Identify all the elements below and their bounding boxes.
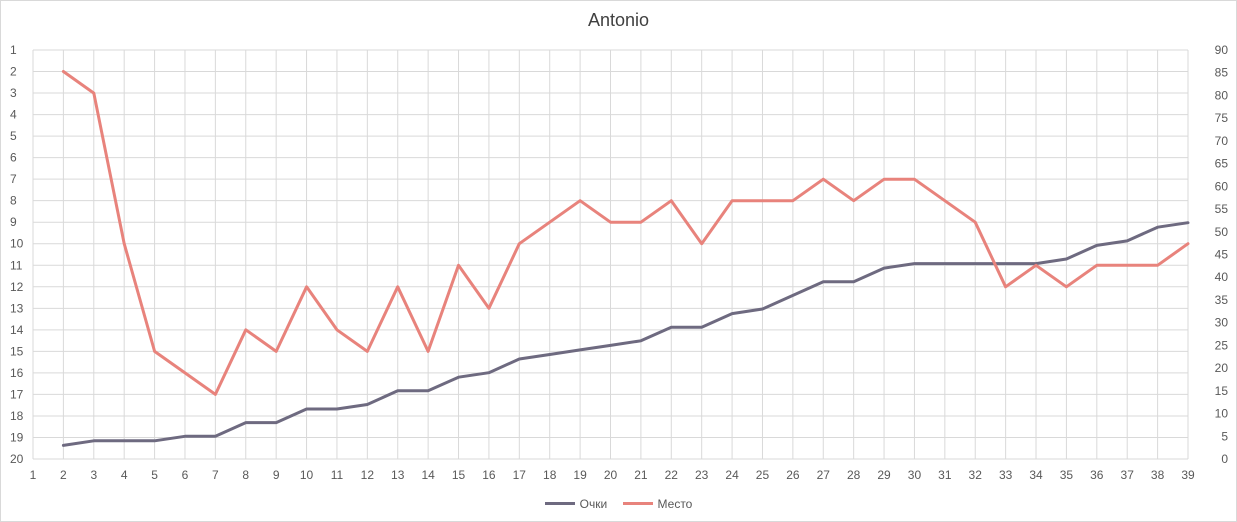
x-tick-label: 27	[817, 468, 831, 482]
x-tick-label: 13	[391, 468, 405, 482]
legend-item-place[interactable]: Место	[622, 496, 693, 511]
y-right-tick-label: 75	[1215, 111, 1229, 125]
y-right-tick-label: 70	[1215, 134, 1229, 148]
x-tick-label: 16	[482, 468, 496, 482]
series-line-place	[61, 70, 1190, 396]
x-tick-label: 32	[969, 468, 983, 482]
x-tick-label: 14	[421, 468, 435, 482]
x-tick-label: 20	[604, 468, 618, 482]
x-tick-label: 24	[725, 468, 739, 482]
y-right-tick-label: 15	[1215, 384, 1229, 398]
y-left-tick-label: 8	[10, 194, 17, 208]
x-tick-label: 26	[786, 468, 800, 482]
x-tick-label: 22	[665, 468, 679, 482]
x-tick-label: 28	[847, 468, 861, 482]
x-tick-label: 12	[361, 468, 375, 482]
legend-swatch-points	[544, 502, 575, 505]
y-right-tick-label: 20	[1215, 361, 1229, 375]
x-tick-label: 10	[300, 468, 314, 482]
y-left-tick-label: 7	[10, 172, 17, 186]
y-left-tick-label: 19	[10, 430, 24, 444]
y-left-tick-label: 14	[10, 323, 24, 337]
y-left-tick-label: 2	[10, 65, 17, 79]
y-right-tick-label: 90	[1215, 43, 1229, 57]
y-right-tick-label: 40	[1215, 270, 1229, 284]
x-tick-label: 8	[242, 468, 249, 482]
y-left-tick-label: 17	[10, 387, 24, 401]
x-tick-label: 19	[573, 468, 587, 482]
x-tick-label: 37	[1121, 468, 1135, 482]
y-right-tick-label: 45	[1215, 248, 1229, 262]
y-right-tick-label: 65	[1215, 157, 1229, 171]
y-left-tick-label: 5	[10, 129, 17, 143]
y-left-tick-label: 11	[10, 258, 23, 272]
series-line-points	[61, 221, 1190, 447]
y-left-tick-label: 9	[10, 215, 17, 229]
x-tick-label: 38	[1151, 468, 1165, 482]
legend-item-points[interactable]: Очки	[544, 496, 608, 511]
x-tick-label: 29	[877, 468, 891, 482]
y-right-tick-label: 55	[1215, 202, 1229, 216]
y-right-tick-label: 10	[1215, 407, 1229, 421]
x-tick-label: 17	[513, 468, 527, 482]
x-tick-label: 33	[999, 468, 1013, 482]
legend-swatch-place	[622, 502, 653, 505]
y-left-tick-label: 1	[10, 43, 17, 57]
x-tick-label: 25	[756, 468, 770, 482]
x-tick-label: 1	[30, 468, 37, 482]
x-tick-label: 2	[60, 468, 67, 482]
y-left-tick-label: 13	[10, 301, 24, 315]
chart-legend: Очки Место	[0, 494, 1237, 511]
legend-label-points: Очки	[579, 496, 608, 511]
legend-label-place: Место	[657, 496, 693, 511]
x-tick-label: 4	[121, 468, 128, 482]
x-tick-label: 31	[938, 468, 952, 482]
x-tick-label: 15	[452, 468, 466, 482]
x-tick-label: 36	[1090, 468, 1104, 482]
y-left-tick-label: 16	[10, 366, 24, 380]
y-left-tick-label: 3	[10, 86, 17, 100]
y-left-tick-label: 20	[10, 452, 24, 466]
x-tick-label: 34	[1029, 468, 1043, 482]
x-tick-label: 5	[151, 468, 158, 482]
y-left-tick-label: 18	[10, 409, 24, 423]
x-tick-label: 21	[634, 468, 648, 482]
y-left-tick-label: 10	[10, 237, 24, 251]
x-tick-label: 30	[908, 468, 922, 482]
chart-title: Antonio	[587, 10, 650, 30]
y-left-tick-label: 4	[10, 108, 17, 122]
y-right-tick-label: 25	[1215, 338, 1229, 352]
x-tick-label: 9	[273, 468, 280, 482]
x-tick-label: 11	[331, 468, 344, 482]
y-right-tick-label: 0	[1221, 452, 1228, 466]
y-right-tick-label: 35	[1215, 293, 1229, 307]
y-right-tick-label: 5	[1221, 429, 1228, 443]
y-right-tick-label: 85	[1215, 66, 1229, 80]
y-right-tick-label: 60	[1215, 179, 1229, 193]
y-right-tick-label: 50	[1215, 225, 1229, 239]
y-right-tick-label: 80	[1215, 88, 1229, 102]
x-tick-label: 18	[543, 468, 557, 482]
y-left-tick-label: 15	[10, 344, 24, 358]
y-left-tick-label: 6	[10, 151, 17, 165]
y-left-tick-label: 12	[10, 280, 24, 294]
x-tick-label: 6	[182, 468, 189, 482]
x-tick-label: 7	[212, 468, 219, 482]
y-right-tick-label: 30	[1215, 316, 1229, 330]
x-tick-label: 35	[1060, 468, 1074, 482]
x-tick-label: 3	[90, 468, 97, 482]
x-tick-label: 23	[695, 468, 709, 482]
x-tick-label: 39	[1181, 468, 1195, 482]
